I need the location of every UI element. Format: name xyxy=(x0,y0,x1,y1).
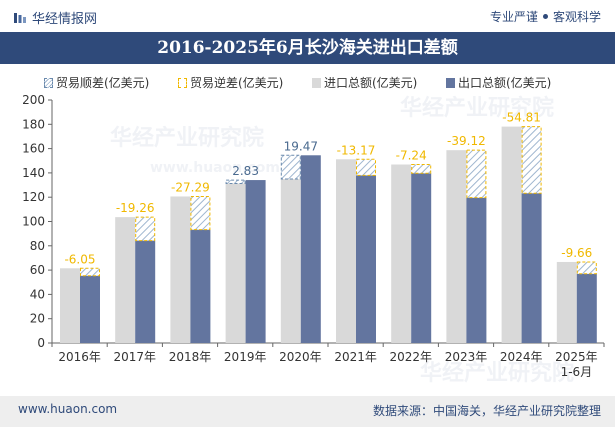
bar-deficit xyxy=(521,126,542,194)
footer-source: 数据来源：中国海关，华经产业研究院整理 xyxy=(372,404,601,418)
x-tick-label: 2023年 xyxy=(445,350,488,364)
slogan: 专业严谨 客观科学 xyxy=(490,8,601,25)
y-tick-label: 0 xyxy=(37,336,45,350)
x-tick-label: 2018年 xyxy=(169,350,212,364)
x-tick-label: 2022年 xyxy=(390,350,433,364)
x-tick-label: 2016年 xyxy=(58,350,101,364)
y-tick-label: 180 xyxy=(22,117,45,131)
x-tick-label: 2021年 xyxy=(334,350,377,364)
brand-name: 华经情报网 xyxy=(32,12,98,27)
bar-export xyxy=(300,155,321,343)
balance-label: -7.24 xyxy=(396,149,427,163)
legend-swatch-export xyxy=(446,77,455,88)
bar-import xyxy=(336,159,356,343)
bar-import xyxy=(115,217,136,343)
bar-import xyxy=(501,126,522,344)
slogan-dot-icon xyxy=(542,14,548,19)
bar-deficit xyxy=(80,267,100,277)
bar-export xyxy=(521,193,542,343)
slogan-right: 客观科学 xyxy=(552,10,601,24)
balance-label: -54.81 xyxy=(502,111,541,125)
top-bar: 华经情报网 专业严谨 客观科学 xyxy=(0,0,615,32)
brand-logo-icon xyxy=(14,12,26,23)
bar-export xyxy=(135,240,156,343)
balance-label: -39.12 xyxy=(447,134,486,148)
bar-export xyxy=(576,273,597,343)
y-tick-label: 60 xyxy=(30,263,45,277)
bar-export xyxy=(80,275,100,343)
bar-export xyxy=(190,229,211,343)
footer-url: www.huaon.com xyxy=(18,402,118,416)
x-tick-label: 2024年 xyxy=(500,350,543,364)
x-tick-label: 2025年 1-6月 xyxy=(555,350,598,379)
bar-export xyxy=(356,175,376,343)
legend-label-deficit: 贸易逆差(亿美元) xyxy=(190,76,284,90)
bar-deficit xyxy=(190,195,211,231)
y-tick-label: 80 xyxy=(30,239,45,253)
bar-import xyxy=(225,183,246,343)
bar-surplus xyxy=(280,154,301,180)
bar-import xyxy=(60,268,80,343)
y-tick-label: 20 xyxy=(30,312,45,326)
y-tick-label: 200 xyxy=(22,93,45,107)
bar-export xyxy=(466,197,487,343)
balance-label: -13.17 xyxy=(337,143,376,157)
bar-deficit xyxy=(135,216,156,242)
balance-label: -9.66 xyxy=(561,246,592,260)
bar-deficit xyxy=(466,149,487,199)
bar-deficit xyxy=(411,164,432,174)
bar-deficit xyxy=(576,261,597,275)
bar-export xyxy=(411,173,432,343)
x-tick-label: 2017年 xyxy=(114,350,157,364)
balance-label: 2.83 xyxy=(232,164,259,178)
bar-export xyxy=(245,180,266,343)
balance-label: -6.05 xyxy=(64,252,95,266)
bar-deficit xyxy=(356,158,376,176)
y-tick-label: 100 xyxy=(22,215,45,229)
legend-swatch-deficit xyxy=(178,77,187,88)
y-tick-label: 120 xyxy=(22,190,45,204)
y-tick-label: 140 xyxy=(22,166,45,180)
y-tick-label: 40 xyxy=(30,287,45,301)
chart-legend: 贸易顺差(亿美元) 贸易逆差(亿美元) 进口总额(亿美元) 出口总额(亿美元) xyxy=(0,72,615,90)
slogan-left: 专业严谨 xyxy=(489,10,538,24)
balance-label: 19.47 xyxy=(284,139,318,153)
footer: www.huaon.com 数据来源：中国海关，华经产业研究院整理 xyxy=(0,396,615,427)
bar-surplus xyxy=(225,179,246,184)
bar-import xyxy=(391,164,412,343)
balance-label: -27.29 xyxy=(171,180,210,194)
legend-swatch-import xyxy=(312,77,321,88)
legend-label-surplus: 贸易顺差(亿美元) xyxy=(56,76,150,90)
chart-title: 2016-2025年6月长沙海关进出口差额 xyxy=(0,32,615,64)
legend-label-import: 进口总额(亿美元) xyxy=(324,76,418,90)
bar-import xyxy=(280,178,301,343)
bar-import xyxy=(556,261,577,343)
legend-label-export: 出口总额(亿美元) xyxy=(458,76,552,90)
legend-swatch-surplus xyxy=(44,77,53,88)
bar-import xyxy=(446,150,467,343)
legend-item-export: 出口总额(亿美元) xyxy=(446,74,551,91)
x-tick-label: 2020年 xyxy=(279,350,322,364)
legend-item-surplus: 贸易顺差(亿美元) xyxy=(44,74,149,91)
legend-item-deficit: 贸易逆差(亿美元) xyxy=(178,74,283,91)
balance-label: -19.26 xyxy=(116,201,155,215)
x-tick-label: 2019年 xyxy=(224,350,267,364)
brand: 华经情报网 xyxy=(14,8,97,27)
bar-import xyxy=(170,196,191,343)
y-tick-label: 160 xyxy=(22,142,45,156)
legend-item-import: 进口总额(亿美元) xyxy=(312,74,417,91)
